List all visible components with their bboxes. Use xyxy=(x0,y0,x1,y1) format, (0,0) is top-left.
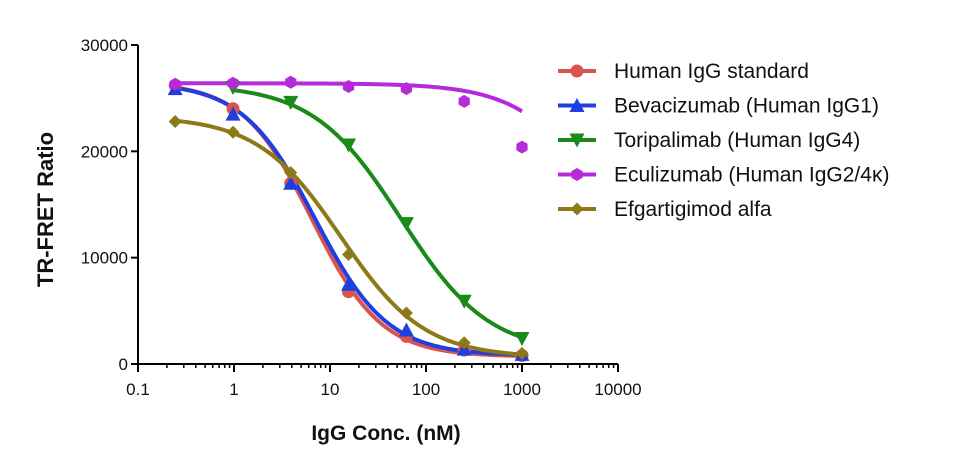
y-tick-label: 10000 xyxy=(81,249,128,268)
data-point-eculizumab-human-igg2-4 xyxy=(285,75,297,89)
data-point-efgartigimod-alfa xyxy=(457,336,471,350)
legend-label-bevacizumab-human-igg1: Bevacizumab (Human IgG1) xyxy=(614,95,879,118)
data-point-toripalimab-human-igg4 xyxy=(398,217,414,232)
legend-label-toripalimab-human-igg4: Toripalimab (Human IgG4) xyxy=(614,129,860,152)
data-point-bevacizumab-human-igg1 xyxy=(283,175,299,190)
data-point-toripalimab-human-igg4 xyxy=(514,331,530,346)
legend-label-eculizumab-human-igg2-4: Eculizumab (Human IgG2/4κ) xyxy=(614,164,889,187)
legend-marker-bevacizumab-human-igg1 xyxy=(569,98,585,112)
y-tick-label: 20000 xyxy=(81,142,128,161)
x-tick-label: 10000 xyxy=(594,380,641,399)
legend-marker-eculizumab-human-igg2-4 xyxy=(571,168,583,181)
data-point-toripalimab-human-igg4 xyxy=(456,294,472,309)
fit-curve-bevacizumab-human-igg1 xyxy=(174,85,523,357)
data-point-bevacizumab-human-igg1 xyxy=(225,106,241,121)
data-point-efgartigimod-alfa xyxy=(284,166,298,180)
data-point-bevacizumab-human-igg1 xyxy=(398,322,414,337)
fit-curves xyxy=(174,81,524,358)
data-point-efgartigimod-alfa xyxy=(226,125,240,139)
data-point-efgartigimod-alfa xyxy=(168,115,182,129)
x-tick-label: 1 xyxy=(229,380,238,399)
fit-curve-toripalimab-human-igg4 xyxy=(232,88,523,340)
x-tick-label: 1000 xyxy=(503,380,541,399)
data-point-toripalimab-human-igg4 xyxy=(283,95,299,110)
axes: 0 10000 20000 30000 0.1 1 10 100 1000 10000 IgG Co… xyxy=(33,36,642,445)
y-tick-label: 0 xyxy=(119,355,128,374)
legend-marker-human-igg-standard xyxy=(570,64,584,78)
data-point-toripalimab-human-igg4 xyxy=(341,138,357,153)
data-point-eculizumab-human-igg2-4 xyxy=(342,80,355,93)
data-points xyxy=(167,75,530,362)
x-tick-label: 0.1 xyxy=(126,380,150,399)
x-tick-label: 10 xyxy=(321,380,340,399)
data-point-eculizumab-human-igg2-4 xyxy=(400,82,412,96)
data-point-efgartigimod-alfa xyxy=(515,346,529,360)
legend: Human IgG standard Bevacizumab (Human IgG… xyxy=(558,60,889,221)
x-tick-label: 100 xyxy=(412,380,440,399)
y-tick-label: 30000 xyxy=(81,36,128,55)
x-axis-title: IgG Conc. (nM) xyxy=(311,422,460,445)
legend-label-human-igg-standard: Human IgG standard xyxy=(614,60,809,83)
fit-curve-human-igg-standard xyxy=(174,85,523,358)
data-point-eculizumab-human-igg2-4 xyxy=(169,77,181,91)
data-point-efgartigimod-alfa xyxy=(342,247,356,261)
data-point-efgartigimod-alfa xyxy=(399,306,413,320)
data-point-eculizumab-human-igg2-4 xyxy=(458,94,470,108)
legend-marker-toripalimab-human-igg4 xyxy=(569,133,585,148)
data-point-eculizumab-human-igg2-4 xyxy=(227,76,239,90)
data-point-eculizumab-human-igg2-4 xyxy=(516,140,528,154)
legend-marker-efgartigimod-alfa xyxy=(570,202,584,216)
legend-label-efgartigimod-alfa: Efgartigimod alfa xyxy=(614,198,772,221)
data-point-bevacizumab-human-igg1 xyxy=(341,276,357,291)
y-axis-title: TR-FRET Ratio xyxy=(33,132,58,287)
fit-curve-efgartigimod-alfa xyxy=(174,118,523,357)
